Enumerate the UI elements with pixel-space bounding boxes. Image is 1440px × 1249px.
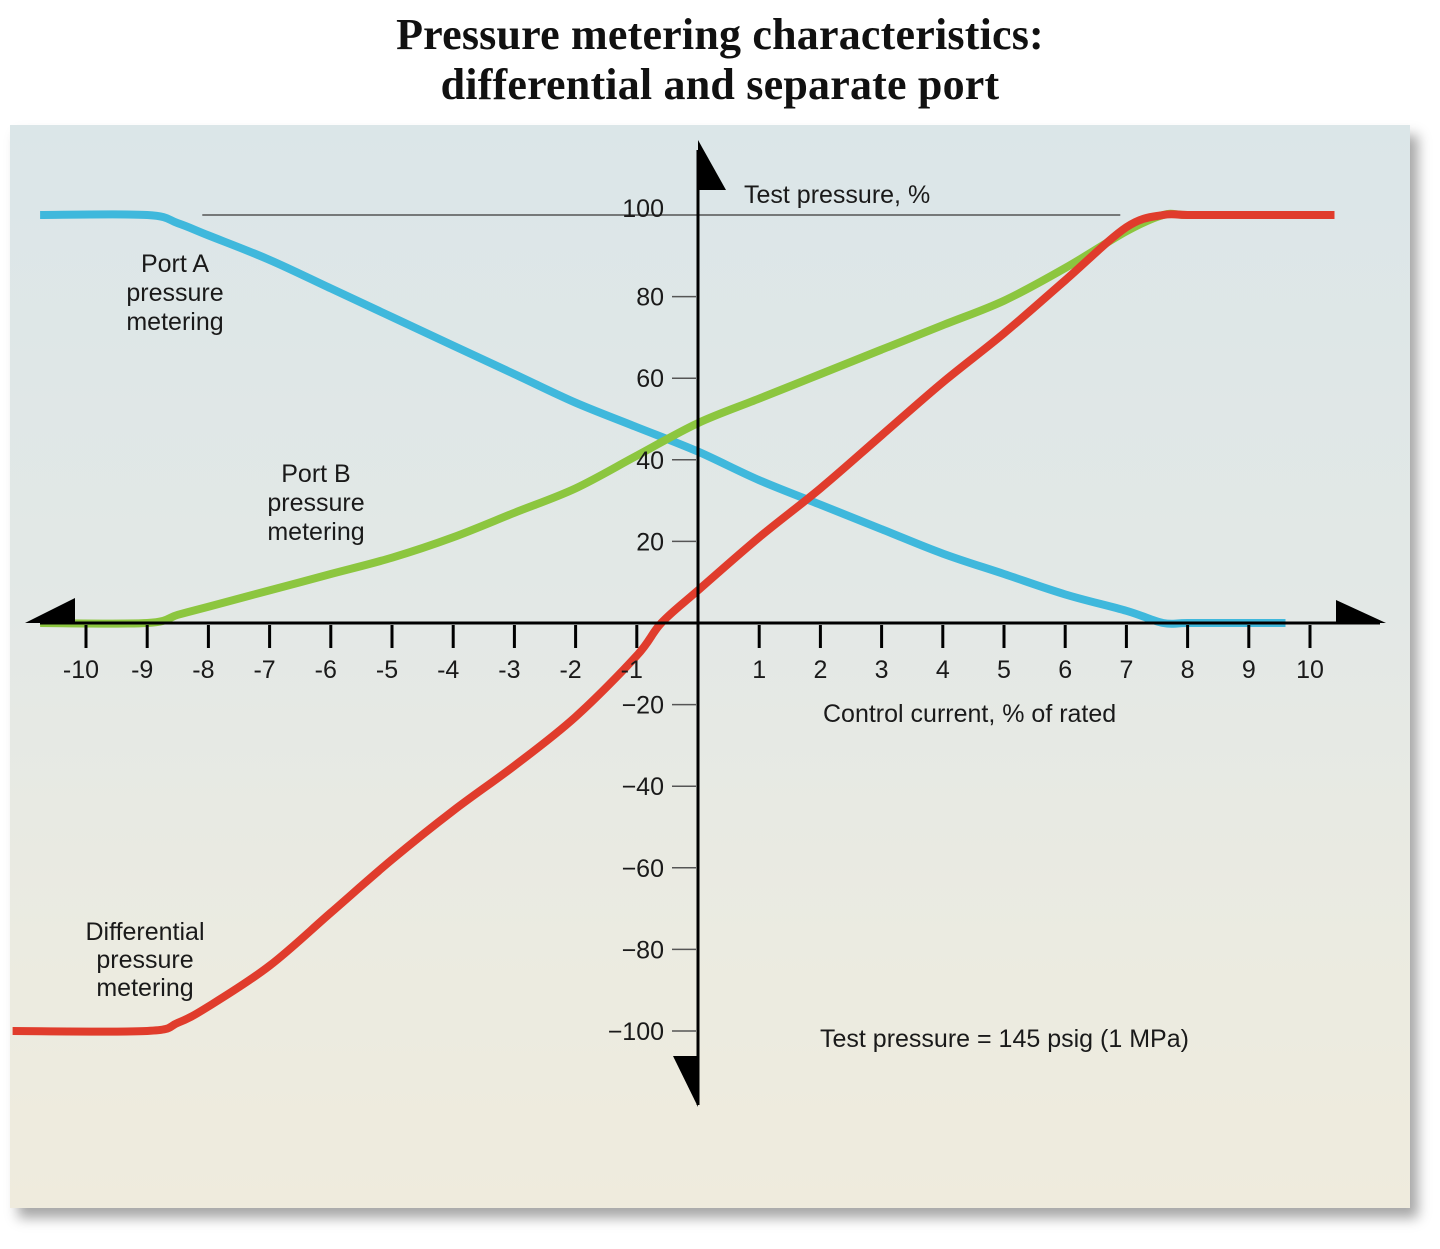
- x-tick-label: -6: [315, 656, 337, 684]
- svg-text:pressure: pressure: [96, 946, 193, 974]
- x-tick-label: 1: [752, 656, 766, 684]
- y-tick-label: −40: [622, 773, 664, 801]
- y-tick-label: 60: [636, 365, 664, 393]
- port-b-curve: [40, 209, 1280, 628]
- test-pressure-note: Test pressure = 145 psig (1 MPa): [820, 1025, 1189, 1053]
- svg-text:Differential: Differential: [85, 918, 204, 946]
- y-tick-label: 100: [622, 195, 664, 223]
- y-axis-down-arrow-icon: [673, 1056, 698, 1107]
- y-axis-label: Test pressure, %: [744, 181, 930, 209]
- x-tick-label: -10: [63, 656, 99, 684]
- differential-curve: [12, 210, 1335, 1036]
- y-tick-label: −80: [622, 936, 664, 964]
- x-axis-left-arrow-icon: [25, 598, 75, 623]
- x-tick-label: -1: [621, 656, 643, 684]
- y-tick-label: −100: [608, 1018, 664, 1046]
- svg-text:Port B: Port B: [281, 460, 350, 488]
- y-tick-label: −20: [622, 692, 664, 720]
- x-axis-label: Control current, % of rated: [823, 700, 1116, 728]
- svg-text:pressure: pressure: [267, 489, 364, 517]
- y-tick-label: 20: [636, 528, 664, 556]
- x-tick-label: -2: [559, 656, 581, 684]
- x-tick-label: -7: [253, 656, 275, 684]
- x-tick-label: 10: [1296, 656, 1324, 684]
- chart-title-line-2: differential and separate port: [440, 60, 1000, 109]
- svg-text:metering: metering: [126, 308, 223, 336]
- port-a-curve: [40, 210, 1286, 628]
- y-axis-up-arrow-icon: [698, 140, 726, 190]
- chart-title-line-1: Pressure metering characteristics:: [396, 10, 1044, 59]
- svg-text:Port A: Port A: [141, 250, 209, 278]
- x-tick-label: -4: [437, 656, 459, 684]
- x-tick-label: 8: [1181, 656, 1195, 684]
- x-tick-label: -3: [498, 656, 520, 684]
- y-tick-label: −60: [622, 855, 664, 883]
- x-tick-label: -8: [192, 656, 214, 684]
- differential-label: Differential pressure metering: [85, 918, 204, 1002]
- port-b-label: Port B pressure metering: [267, 460, 364, 546]
- svg-text:pressure: pressure: [126, 279, 223, 307]
- x-tick-label: 3: [875, 656, 889, 684]
- y-tick-label: 80: [636, 284, 664, 312]
- x-tick-label: 4: [936, 656, 950, 684]
- x-axis-right-arrow-icon: [1336, 600, 1386, 623]
- x-tick-label: 9: [1242, 656, 1256, 684]
- x-tick-label: 6: [1058, 656, 1072, 684]
- y-ticks: 100 80 60 40 20 −20 −40 −60 −80 −100: [608, 195, 696, 1046]
- svg-text:metering: metering: [96, 974, 193, 1002]
- chart-panel: [10, 125, 1410, 1208]
- chart-title: Pressure metering characteristics: diffe…: [0, 10, 1440, 110]
- x-ticks: -10 -9 -8 -7 -6 -5 -4 -3 -2 -1 1 2 3 4 5 6 7 8 9 10: [63, 625, 1324, 684]
- x-tick-label: -9: [131, 656, 153, 684]
- y-tick-label: 40: [636, 447, 664, 475]
- x-tick-label: -5: [376, 656, 398, 684]
- x-tick-label: 5: [997, 656, 1011, 684]
- x-tick-label: 2: [813, 656, 827, 684]
- svg-text:metering: metering: [267, 518, 364, 546]
- x-tick-label: 7: [1119, 656, 1133, 684]
- port-a-label: Port A pressure metering: [126, 250, 223, 336]
